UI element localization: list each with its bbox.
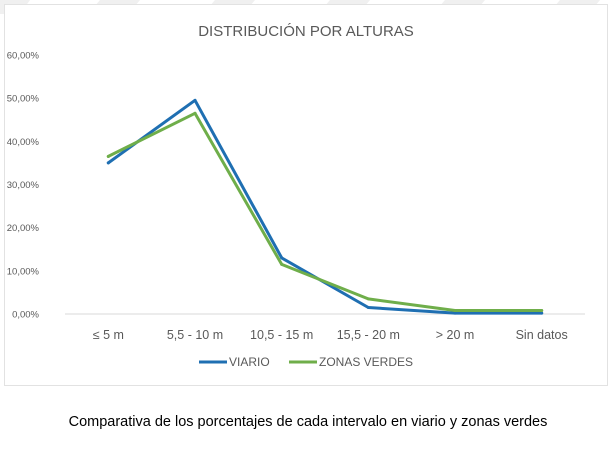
data-point [453, 309, 457, 313]
y-tick-label: 40,00% [7, 137, 40, 148]
line-chart: DISTRIBUCIÓN POR ALTURAS 0,00% 10,00% 20,0… [7, 23, 585, 369]
x-tick-label: 10,5 - 15 m [250, 328, 313, 342]
legend-label: VIARIO [229, 355, 270, 369]
data-point [106, 161, 110, 165]
legend-label: ZONAS VERDES [319, 355, 413, 369]
data-point [540, 311, 544, 315]
data-point [280, 262, 284, 266]
y-tick-label: 30,00% [7, 180, 40, 191]
data-point [540, 309, 544, 313]
x-tick-label: > 20 m [436, 328, 475, 342]
y-axis: 0,00% 10,00% 20,00% 30,00% 40,00% 50,00% 60,00… [7, 51, 40, 321]
y-tick-label: 0,00% [12, 310, 39, 321]
y-tick-label: 60,00% [7, 51, 40, 62]
series-layer [106, 98, 544, 315]
data-point [366, 306, 370, 310]
y-tick-label: 20,00% [7, 223, 40, 234]
legend: VIARIO ZONAS VERDES [199, 355, 413, 369]
data-point [106, 154, 110, 158]
data-point [193, 98, 197, 102]
x-tick-label: Sin datos [516, 328, 568, 342]
y-tick-label: 10,00% [7, 266, 40, 277]
x-tick-label: 15,5 - 20 m [337, 328, 400, 342]
chart-frame: DISTRIBUCIÓN POR ALTURAS 0,00% 10,00% 20,0… [4, 4, 608, 386]
data-point [453, 311, 457, 315]
x-axis: ≤ 5 m 5,5 - 10 m 10,5 - 15 m 15,5 - 20 m > 2… [65, 313, 585, 342]
data-point [366, 297, 370, 301]
x-tick-label: 5,5 - 10 m [167, 328, 223, 342]
y-tick-label: 50,00% [7, 94, 40, 105]
series-line-1 [106, 111, 544, 312]
figure-caption: Comparativa de los porcentajes de cada i… [68, 414, 548, 430]
data-point [193, 111, 197, 115]
data-point [280, 256, 284, 260]
x-tick-label: ≤ 5 m [93, 328, 124, 342]
chart-title: DISTRIBUCIÓN POR ALTURAS [198, 23, 414, 40]
